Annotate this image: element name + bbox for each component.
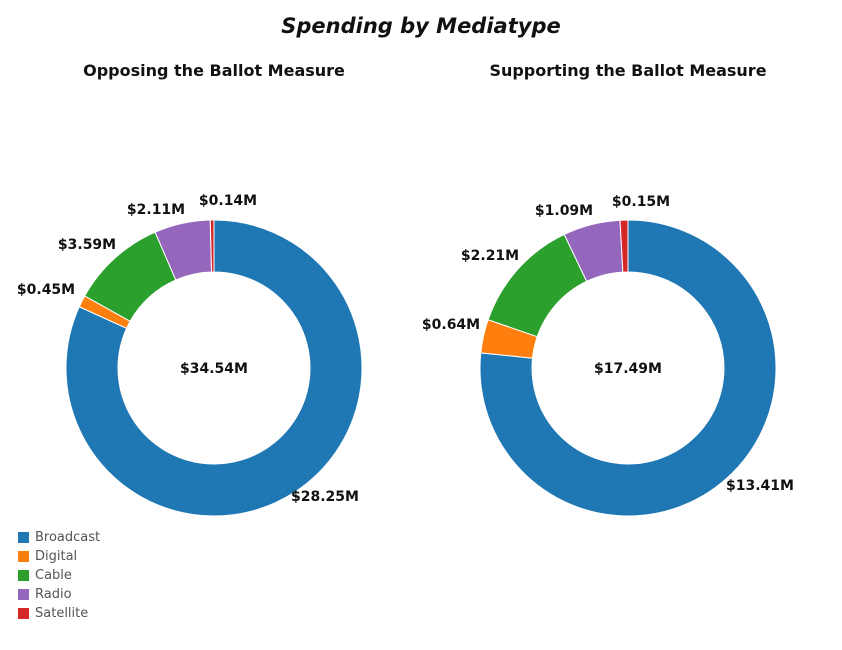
- supporting-label-satellite: $0.15M: [612, 194, 670, 210]
- supporting-label-radio: $1.09M: [535, 203, 593, 219]
- opposing-label-satellite: $0.14M: [199, 193, 257, 209]
- supporting-label-broadcast: $13.41M: [726, 478, 794, 494]
- opposing-label-broadcast: $28.25M: [291, 489, 359, 505]
- right-subtitle: Supporting the Ballot Measure: [489, 61, 767, 80]
- legend-label: Broadcast: [35, 530, 101, 545]
- supporting-slice-broadcast[interactable]: [479, 219, 777, 517]
- supporting-slice-satellite[interactable]: [619, 219, 629, 273]
- legend-swatch-broadcast: [18, 532, 29, 543]
- chart-title: Spending by Mediatype: [281, 14, 561, 38]
- supporting-label-cable: $2.21M: [461, 248, 519, 264]
- legend: Broadcast Digital Cable Radio Satellite: [18, 528, 100, 623]
- left-subtitle: Opposing the Ballot Measure: [83, 61, 345, 80]
- supporting-total-label: $17.49M: [594, 361, 662, 377]
- legend-item-broadcast[interactable]: Broadcast: [18, 528, 100, 547]
- legend-item-cable[interactable]: Cable: [18, 566, 100, 585]
- legend-swatch-satellite: [18, 608, 29, 619]
- legend-swatch-radio: [18, 589, 29, 600]
- legend-item-satellite[interactable]: Satellite: [18, 604, 100, 623]
- legend-label: Satellite: [35, 606, 89, 621]
- legend-swatch-digital: [18, 551, 29, 562]
- legend-label: Cable: [35, 568, 72, 583]
- legend-swatch-cable: [18, 570, 29, 581]
- opposing-label-radio: $2.11M: [127, 202, 185, 218]
- opposing-slice-satellite[interactable]: [209, 219, 215, 273]
- legend-label: Digital: [35, 549, 78, 564]
- opposing-total-label: $34.54M: [180, 361, 248, 377]
- legend-item-digital[interactable]: Digital: [18, 547, 100, 566]
- opposing-label-cable: $3.59M: [58, 237, 116, 253]
- legend-item-radio[interactable]: Radio: [18, 585, 100, 604]
- legend-label: Radio: [35, 587, 72, 602]
- opposing-label-digital: $0.45M: [17, 282, 75, 298]
- opposing-slice-broadcast[interactable]: [65, 219, 363, 517]
- supporting-label-digital: $0.64M: [422, 317, 480, 333]
